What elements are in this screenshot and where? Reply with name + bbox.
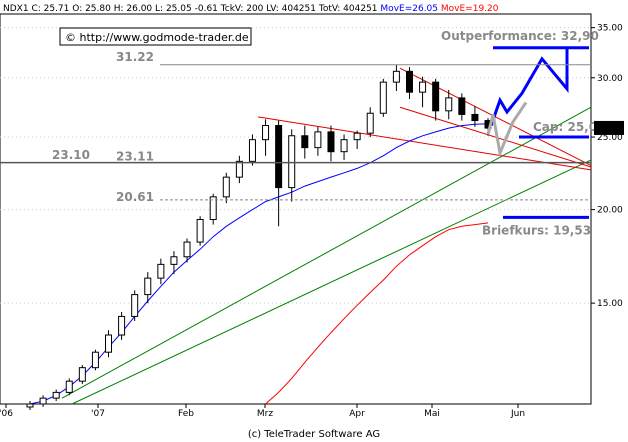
target-label: Outperformance: 32,90 bbox=[441, 29, 599, 43]
candle-body bbox=[91, 351, 99, 369]
price-levels: 31.22 23.10 23.11 20.61 bbox=[0, 50, 591, 204]
level-label: 23.11 bbox=[116, 150, 154, 164]
candle-body bbox=[52, 391, 60, 399]
candle-body bbox=[183, 241, 191, 258]
candle-body bbox=[314, 131, 322, 149]
candle-body bbox=[235, 160, 243, 178]
candle-body bbox=[419, 81, 427, 93]
candle-body bbox=[366, 112, 374, 134]
candle-body bbox=[170, 256, 178, 265]
trend-line bbox=[71, 159, 592, 405]
last-price-tag bbox=[594, 120, 624, 135]
trend-lines bbox=[61, 67, 592, 405]
candle-body bbox=[262, 125, 270, 141]
watermark-box bbox=[59, 27, 252, 46]
level-label: 20.61 bbox=[116, 190, 154, 204]
candle-body bbox=[39, 397, 47, 405]
candle-body bbox=[327, 131, 335, 153]
candlestick-series bbox=[26, 65, 492, 410]
projection-paths: Outperformance: 32,90 Cap: 25,00 Briefkurs… bbox=[441, 29, 605, 238]
x-tick-label: Apr bbox=[349, 409, 365, 419]
y-tick-label: 20.00 bbox=[597, 206, 623, 216]
x-tick-label: '06 bbox=[0, 409, 13, 419]
candle-body bbox=[301, 135, 309, 149]
close-value: C: 25.71 bbox=[31, 4, 69, 14]
candle-body bbox=[118, 315, 126, 336]
ma-red-line bbox=[265, 222, 489, 405]
copyright-footer: (c) TeleTrader Software AG bbox=[248, 429, 380, 440]
projection-gray-path bbox=[486, 101, 528, 159]
candle-body bbox=[392, 70, 400, 83]
y-tick-label: 35.00 bbox=[597, 24, 623, 34]
candle-body bbox=[445, 97, 453, 112]
candle-body bbox=[471, 113, 479, 122]
candle-body bbox=[340, 139, 348, 153]
candle-body bbox=[222, 176, 230, 198]
candle-body bbox=[405, 70, 413, 93]
y-tick-label: 30.00 bbox=[597, 74, 623, 84]
x-tick-label: '07 bbox=[91, 409, 105, 419]
candle-body bbox=[78, 367, 86, 382]
y-axis-ticks: 15.00 20.00 25.00 30.00 35.00 25.71 bbox=[591, 24, 624, 309]
change-value: -0.61 bbox=[195, 4, 218, 14]
candle-body bbox=[131, 294, 139, 317]
trend-line bbox=[399, 106, 592, 168]
trend-line bbox=[257, 116, 592, 171]
candle-body bbox=[65, 380, 73, 393]
header-quote: NDX1 C: 25.71 O: 25.80 H: 26.00 L: 25.05… bbox=[3, 4, 499, 14]
open-value: O: 25.80 bbox=[72, 4, 111, 14]
candle-body bbox=[209, 196, 217, 221]
candle-body bbox=[26, 403, 34, 408]
last-volume: LV: 404251 bbox=[266, 4, 316, 14]
candle-body bbox=[275, 125, 283, 189]
y-tick-label: 15.00 bbox=[597, 299, 623, 309]
candle-body bbox=[458, 97, 466, 115]
candle-body bbox=[196, 219, 204, 243]
x-tick-label: Jun bbox=[510, 409, 525, 419]
tick-volume: TckV: 200 bbox=[220, 4, 264, 14]
target-label: Briefkurs: 19,53 bbox=[482, 223, 591, 237]
x-tick-label: Feb bbox=[178, 409, 194, 419]
grid-layer bbox=[0, 27, 591, 304]
projection-blue-path bbox=[489, 47, 569, 127]
x-axis-ticks: '06 '07 Feb Mrz Apr Mai Jun bbox=[0, 404, 525, 419]
level-label: 23.10 bbox=[52, 148, 90, 162]
watermark-text[interactable]: © http://www.godmode-trader.de bbox=[65, 31, 249, 44]
high-value: H: 26.00 bbox=[114, 4, 153, 14]
level-label: 31.22 bbox=[116, 50, 154, 64]
candle-body bbox=[432, 81, 440, 112]
candle-body bbox=[353, 132, 361, 141]
candle-body bbox=[157, 263, 165, 279]
candle-body bbox=[248, 139, 256, 162]
candle-body bbox=[379, 81, 387, 114]
candle-body bbox=[105, 334, 113, 353]
target-label: Cap: 25,00 bbox=[533, 120, 605, 134]
symbol: NDX1 bbox=[3, 4, 29, 14]
x-tick-label: Mai bbox=[424, 409, 440, 419]
x-tick-label: Mrz bbox=[257, 409, 273, 419]
candle-body bbox=[288, 135, 296, 189]
y-tick-label: 25.00 bbox=[597, 133, 623, 143]
ma-red-label: MovE=19.20 bbox=[441, 4, 499, 14]
header-strip bbox=[0, 0, 628, 14]
low-value: L: 25.05 bbox=[155, 4, 192, 14]
candle-body bbox=[144, 277, 152, 296]
total-volume: TotV: 404251 bbox=[318, 4, 378, 14]
ma-blue-label: MovE=26.05 bbox=[380, 4, 438, 14]
last-price-label: 25.71 bbox=[597, 125, 623, 135]
plot-area bbox=[0, 13, 592, 405]
